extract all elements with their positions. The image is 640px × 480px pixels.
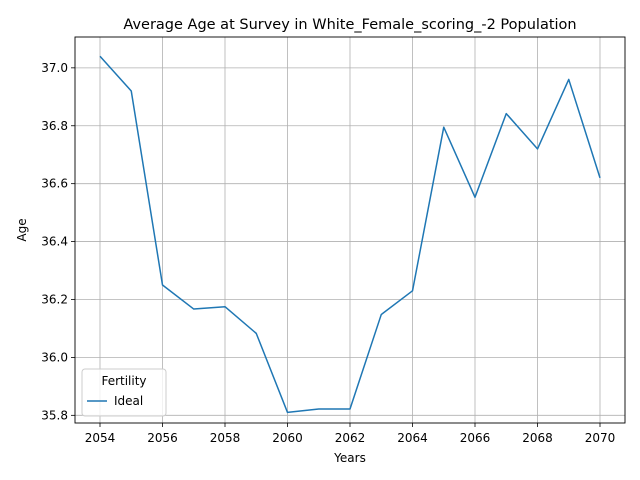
x-tick-label: 2056 [147,431,178,445]
legend-title: Fertility [101,374,146,388]
series-line-ideal [99,55,601,414]
legend: Fertility Ideal [81,368,167,417]
y-tick-label: 36.8 [41,119,68,133]
y-tick-label: 36.4 [41,235,68,249]
legend-label-ideal: Ideal [114,394,143,408]
x-tick-label: 2068 [522,431,553,445]
y-tick-label: 37.0 [41,61,68,75]
y-axis: 35.8 36.0 36.2 36.4 36.6 36.8 37.0 [41,61,75,422]
y-tick-label: 36.0 [41,350,68,364]
series-layer [99,55,601,414]
y-tick-label: 36.6 [41,177,68,191]
x-tick-label: 2070 [585,431,616,445]
x-tick-label: 2058 [210,431,241,445]
x-tick-label: 2060 [272,431,303,445]
x-tick-label: 2064 [397,431,428,445]
x-tick-label: 2066 [460,431,491,445]
y-tick-label: 35.8 [41,408,68,422]
grid [75,37,625,423]
x-axis: 2054 2056 2058 2060 2062 2064 2066 2068 2070 [85,423,616,445]
y-tick-label: 36.2 [41,292,68,306]
x-tick-label: 2054 [85,431,116,445]
legend-box [81,368,167,417]
y-axis-title: Age [15,218,29,241]
chart-title: Average Age at Survey in White_Female_sc… [123,17,576,33]
x-tick-label: 2062 [335,431,366,445]
x-axis-title: Years [333,451,366,465]
